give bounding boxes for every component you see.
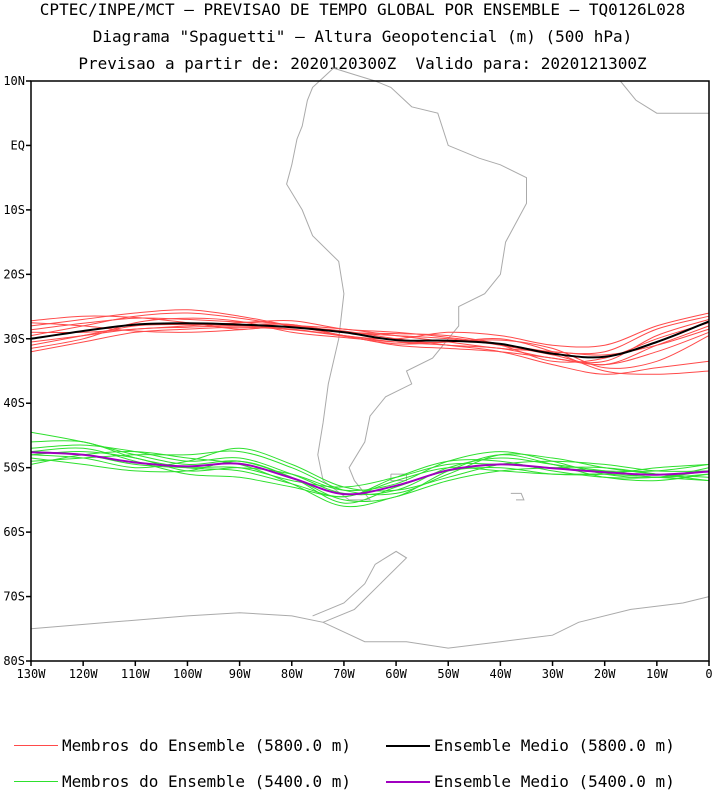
x-tick-label: 120W <box>69 667 99 681</box>
spaghetti-chart: 130W 120W 110W 100W 90W 80W 70W 60W 50W 40W 30W 20W… <box>3 67 713 681</box>
y-tick-label: 30S <box>3 332 25 346</box>
title-line-1: CPTEC/INPE/MCT – PREVISAO DE TEMPO GLOBA… <box>39 0 686 19</box>
series-5800-m-member-5 <box>30 312 710 375</box>
x-tick-label: 50W <box>437 667 459 681</box>
series-layer <box>30 309 710 508</box>
y-tick-label: 10N <box>3 74 25 88</box>
x-tick-label: 20W <box>594 667 616 681</box>
plot-frame <box>30 80 710 662</box>
series-5400-m-member-9 <box>30 450 710 508</box>
series-5400-m-member-8 <box>30 451 710 488</box>
x-tick-label: 110W <box>121 667 151 681</box>
legend-swatch-mean-5400 <box>386 780 430 783</box>
x-tick-label: 10W <box>646 667 668 681</box>
x-tick-label: 0 <box>705 667 712 681</box>
x-tick-label: 70W <box>333 667 355 681</box>
series-5800-m-member-10 <box>30 322 710 356</box>
legend-item-members-5800: Membros do Ensemble (5800.0 m) <box>14 736 351 755</box>
series-5800-m-member-7 <box>30 309 710 366</box>
legend-item-mean-5400: Ensemble Medio (5400.0 m) <box>386 772 675 791</box>
series-5400-m-member-4 <box>30 450 710 496</box>
series-5400-m-member-7 <box>30 431 710 503</box>
legend-item-members-5400: Membros do Ensemble (5400.0 m) <box>14 772 351 791</box>
x-tick-label: 130W <box>17 667 47 681</box>
axes-layer: 130W 120W 110W 100W 90W 80W 70W 60W 50W 40W 30W 20W… <box>3 74 712 681</box>
antarctic-peninsula <box>312 550 408 623</box>
series-ensemble-medio-5800-0-m <box>30 320 710 359</box>
legend-item-mean-5800: Ensemble Medio (5800.0 m) <box>386 736 675 755</box>
legend-label-members-5400: Membros do Ensemble (5400.0 m) <box>62 772 351 791</box>
series-5800-m-member-8 <box>30 319 710 363</box>
series-5800-m-member-2 <box>30 318 710 364</box>
basemap-coastlines <box>30 67 710 649</box>
y-tick-label: 10S <box>3 203 25 217</box>
x-tick-label: 40W <box>490 667 512 681</box>
x-tick-label: 60W <box>385 667 407 681</box>
title-line-3: Previsao a partir de: 2020120300Z Valido… <box>78 54 647 73</box>
series-5400-m-member-6 <box>30 447 710 492</box>
y-tick-label: 70S <box>3 590 25 604</box>
y-tick-label: 50S <box>3 461 25 475</box>
series-5800-m-member-3 <box>30 315 710 355</box>
legend-swatch-mean-5800 <box>386 744 430 747</box>
x-tick-label: 80W <box>281 667 303 681</box>
x-tick-label: 90W <box>229 667 251 681</box>
y-tick-label: 80S <box>3 654 25 668</box>
series-5400-m-member-1 <box>30 444 710 496</box>
x-tick-label: 100W <box>173 667 203 681</box>
y-tick-label: EQ <box>11 138 25 152</box>
title-line-2: Diagrama "Spaguetti" – Altura Geopotenci… <box>92 27 633 46</box>
series-5400-m-member-3 <box>30 440 710 498</box>
south-america-coast <box>286 67 527 501</box>
legend-swatch-members-5400 <box>14 781 58 782</box>
series-5400-m-member-10 <box>30 451 710 492</box>
antarctica-coast <box>30 596 710 649</box>
x-tick-label: 30W <box>542 667 564 681</box>
series-ensemble-medio-5400-0-m <box>30 451 710 496</box>
legend-swatch-members-5800 <box>14 745 58 746</box>
series-5800-m-member-9 <box>30 317 710 375</box>
y-tick-label: 40S <box>3 396 25 410</box>
y-tick-label: 60S <box>3 525 25 539</box>
south-georgia <box>510 492 525 501</box>
legend-label-mean-5400: Ensemble Medio (5400.0 m) <box>434 772 675 791</box>
legend-label-mean-5800: Ensemble Medio (5800.0 m) <box>434 736 675 755</box>
africa-coast <box>619 80 709 114</box>
legend-label-members-5800: Membros do Ensemble (5800.0 m) <box>62 736 351 755</box>
y-tick-label: 20S <box>3 267 25 281</box>
